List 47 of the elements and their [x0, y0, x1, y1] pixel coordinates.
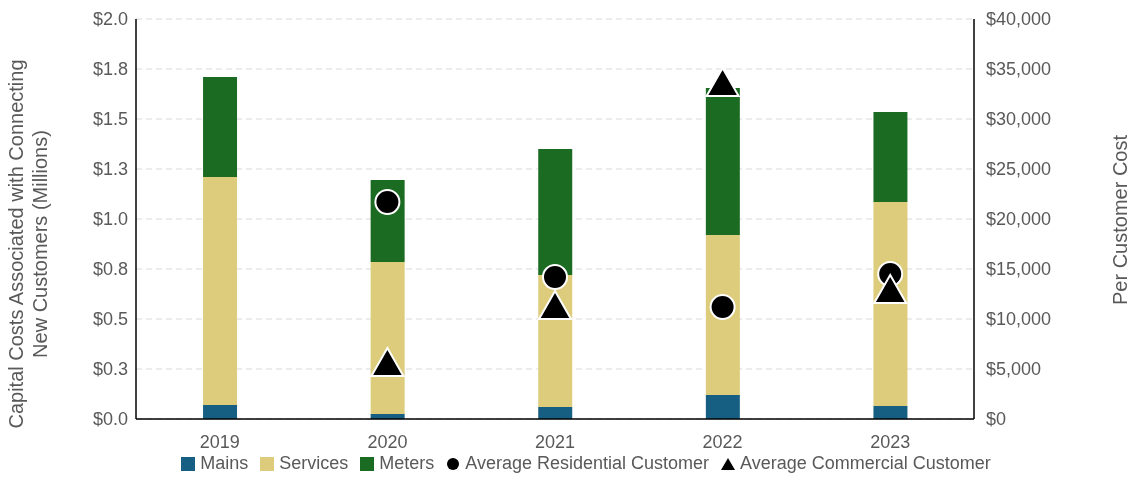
point [542, 264, 568, 290]
y2-tick-label: $0 [986, 409, 1007, 430]
bar [538, 149, 573, 275]
y-tick-label: $0.8 [92, 259, 128, 280]
bar [203, 177, 238, 405]
legend-label: Mains [200, 453, 249, 474]
bar [705, 88, 740, 235]
point [709, 294, 736, 320]
y-tick-label: $1.8 [92, 59, 128, 80]
y-tick-label: $0.3 [92, 359, 128, 380]
legend-label: Average Residential Customer [465, 453, 710, 474]
point [705, 67, 740, 97]
bar [873, 406, 908, 419]
bar [203, 77, 238, 177]
y-tick-label: $0.0 [92, 409, 128, 430]
point [374, 189, 401, 215]
bar [705, 235, 740, 395]
point [370, 347, 405, 377]
y-tick-label: $1.3 [92, 159, 128, 180]
y2-tick-label: $25,000 [986, 159, 1052, 180]
legend-label: Meters [379, 453, 435, 474]
y2-tick-label: $40,000 [986, 9, 1052, 30]
point [538, 290, 572, 320]
y-tick-label: $1.0 [92, 209, 128, 230]
y2-tick-label: $15,000 [986, 259, 1052, 280]
y2-tick-label: $10,000 [986, 309, 1052, 330]
y-tick-label: $2.0 [92, 9, 128, 30]
y2-axis-title: Per Customer Cost [1108, 133, 1132, 308]
x-tick-label: 2022 [702, 431, 743, 452]
y-axis-title: Capital Costs Associated with Connecting New Customers (Millions) [4, 58, 52, 431]
bar [873, 112, 908, 202]
bar [538, 407, 573, 419]
y2-tick-label: $30,000 [986, 109, 1052, 130]
bar [705, 395, 740, 419]
y2-tick-label: $20,000 [986, 209, 1052, 230]
legend-label: Average Commercial Customer [740, 453, 991, 474]
legend-label: Services [279, 453, 349, 474]
point [873, 274, 908, 304]
x-tick-label: 2021 [534, 431, 576, 452]
x-tick-label: 2023 [870, 431, 911, 452]
x-tick-label: 2020 [367, 431, 408, 452]
y-tick-label: $1.5 [92, 109, 128, 130]
y2-tick-label: $5,000 [986, 359, 1042, 380]
bar [203, 405, 238, 419]
x-tick-label: 2019 [199, 431, 240, 452]
y2-tick-label: $35,000 [986, 59, 1052, 80]
y-tick-label: $0.5 [92, 309, 128, 330]
